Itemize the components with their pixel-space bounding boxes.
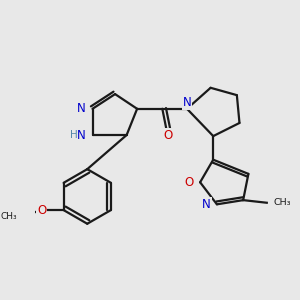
- Text: N: N: [76, 102, 85, 115]
- Text: H: H: [70, 130, 78, 140]
- Text: N: N: [183, 96, 191, 109]
- Text: O: O: [37, 204, 46, 217]
- Text: CH₃: CH₃: [1, 212, 17, 221]
- Text: N: N: [76, 128, 85, 142]
- Text: O: O: [184, 176, 194, 189]
- Text: N: N: [202, 198, 211, 211]
- Text: CH₃: CH₃: [273, 198, 291, 207]
- Text: O: O: [163, 128, 172, 142]
